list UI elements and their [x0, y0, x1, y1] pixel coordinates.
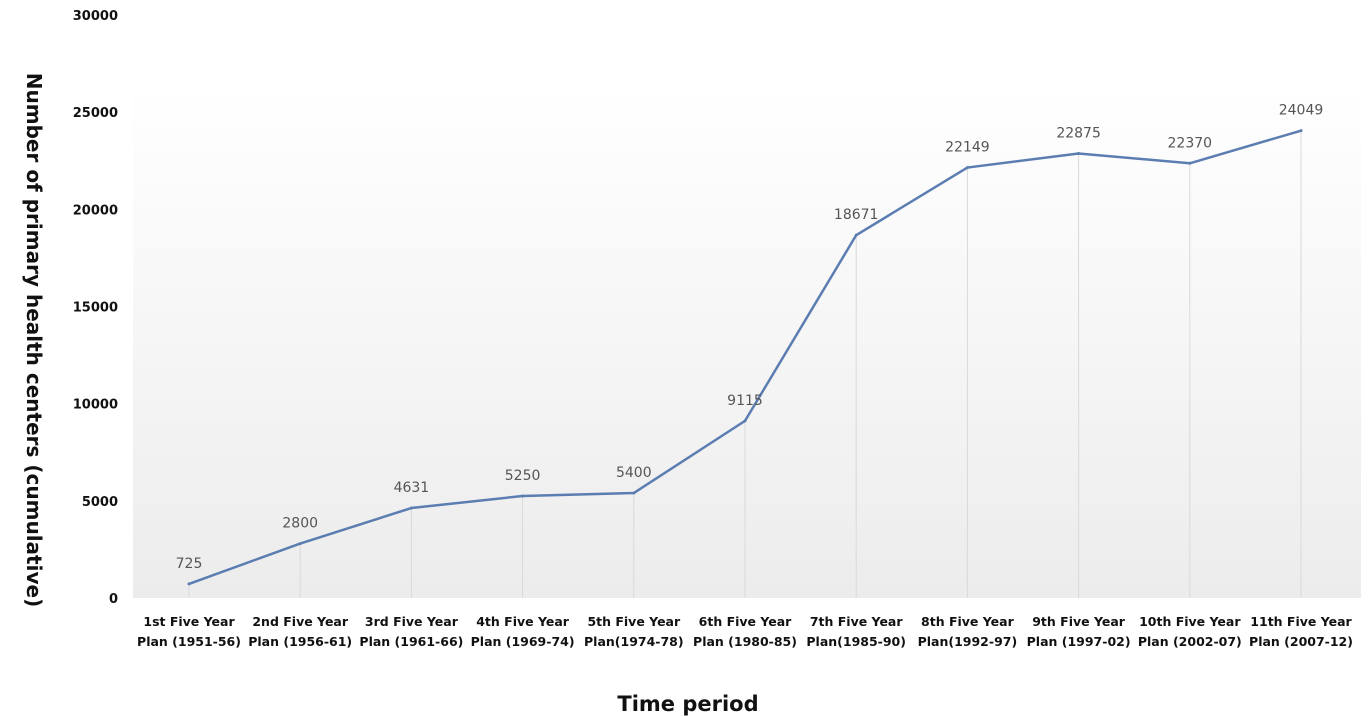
data-point — [1077, 151, 1081, 155]
data-points — [187, 129, 1303, 586]
y-tick-label: 20000 — [73, 203, 118, 218]
data-label: 9115 — [727, 393, 763, 409]
x-tick-label: 4th Five Year Plan (1969-74) — [471, 614, 575, 649]
x-tick-label: 3rd Five Year Plan (1961-66) — [359, 614, 463, 649]
data-label: 22149 — [945, 140, 990, 156]
data-point — [1188, 161, 1192, 165]
data-label: 24049 — [1279, 103, 1324, 119]
y-axis-title: Number of primary health centers (cumula… — [22, 73, 46, 607]
data-label: 2800 — [282, 516, 318, 532]
data-point — [632, 491, 636, 495]
data-label: 5400 — [616, 465, 652, 481]
data-labels: 725 2800 4631 5250 5400 9115 18671 22149 22875 22… — [176, 103, 1324, 572]
x-tick-label: 11th Five Year Plan (2007-12) — [1249, 614, 1353, 649]
x-axis-title: Time period — [617, 692, 758, 716]
data-point — [743, 419, 747, 423]
x-tick-label: 10th Five Year Plan (2002-07) — [1138, 614, 1242, 649]
data-label: 725 — [176, 556, 203, 572]
x-tick-label: 1st Five Year Plan (1951-56) — [137, 614, 241, 649]
y-tick-label: 15000 — [73, 301, 118, 316]
y-tick-label: 10000 — [73, 398, 118, 413]
drop-lines — [188, 130, 1302, 598]
x-tick-label: 7th Five Year Plan(1985-90) — [806, 614, 906, 649]
data-point — [521, 494, 525, 498]
x-tick-label: 9th Five Year Plan (1997-02) — [1027, 614, 1131, 649]
data-point — [187, 582, 191, 586]
data-label: 22370 — [1168, 135, 1213, 151]
x-tick-label: 2nd Five Year Plan (1956-61) — [248, 614, 352, 649]
data-label: 22875 — [1056, 125, 1101, 141]
data-point — [409, 506, 413, 510]
data-point — [965, 166, 969, 170]
data-label: 4631 — [394, 480, 430, 496]
data-point — [298, 542, 302, 546]
plot-area — [133, 85, 1361, 598]
data-point — [1299, 129, 1303, 133]
y-tick-label: 25000 — [73, 106, 118, 121]
data-label: 18671 — [834, 207, 879, 223]
y-axis-ticks: 0 5000 10000 15000 20000 25000 30000 — [73, 9, 118, 607]
x-tick-label: 5th Five Year Plan(1974-78) — [584, 614, 684, 649]
x-axis-ticks: 1st Five Year Plan (1951-56)2nd Five Year… — [137, 614, 1353, 649]
y-tick-label: 30000 — [73, 9, 118, 24]
y-tick-label: 5000 — [82, 495, 118, 510]
data-point — [854, 233, 858, 237]
data-label: 5250 — [505, 468, 541, 484]
x-tick-label: 6th Five Year Plan (1980-85) — [693, 614, 797, 649]
y-tick-label: 0 — [109, 592, 118, 607]
x-tick-label: 8th Five Year Plan(1992-97) — [918, 614, 1018, 649]
